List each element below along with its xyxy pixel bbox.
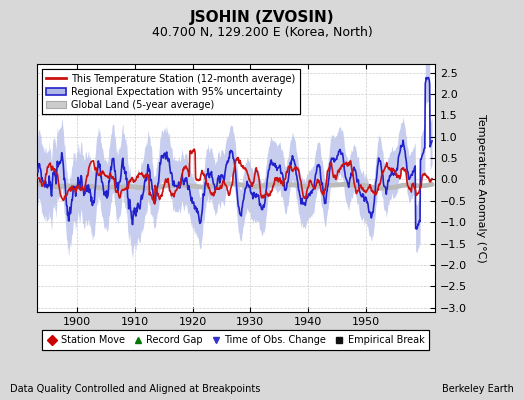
Y-axis label: Temperature Anomaly (°C): Temperature Anomaly (°C) bbox=[476, 114, 486, 262]
Legend: This Temperature Station (12-month average), Regional Expectation with 95% uncer: This Temperature Station (12-month avera… bbox=[41, 69, 300, 114]
Text: 40.700 N, 129.200 E (Korea, North): 40.700 N, 129.200 E (Korea, North) bbox=[151, 26, 373, 39]
Text: Berkeley Earth: Berkeley Earth bbox=[442, 384, 514, 394]
Text: Data Quality Controlled and Aligned at Breakpoints: Data Quality Controlled and Aligned at B… bbox=[10, 384, 261, 394]
Legend: Station Move, Record Gap, Time of Obs. Change, Empirical Break: Station Move, Record Gap, Time of Obs. C… bbox=[42, 330, 429, 350]
Text: JSOHIN (ZVOSIN): JSOHIN (ZVOSIN) bbox=[190, 10, 334, 25]
